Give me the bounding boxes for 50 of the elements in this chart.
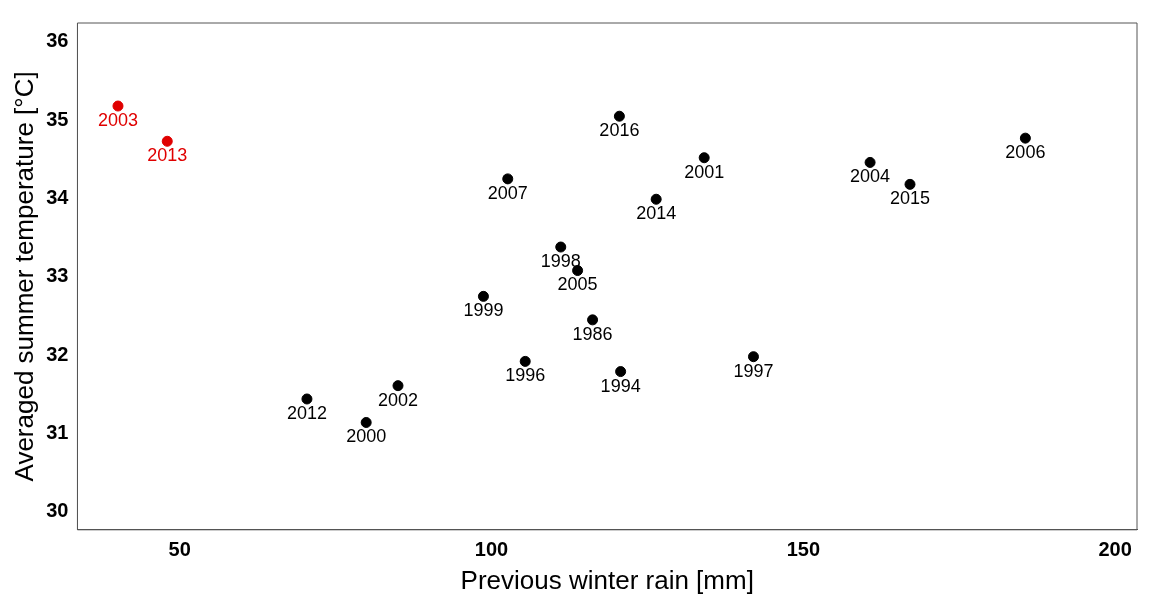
point: [1019, 132, 1031, 144]
point: [392, 380, 404, 392]
point: [904, 178, 916, 190]
annotation: 1986: [572, 323, 613, 344]
y-tick-label: 30: [46, 499, 69, 522]
annotation: 2006: [1005, 142, 1046, 163]
point: [477, 290, 489, 302]
point: [613, 110, 625, 122]
point: [587, 314, 599, 326]
annotation: 1996: [505, 365, 546, 386]
annotation: 2013: [147, 145, 188, 166]
annotation: 2001: [684, 161, 725, 182]
x-tick-label: 50: [168, 538, 191, 561]
x-tick-label: 200: [1098, 538, 1132, 561]
y-tick-label: 34: [46, 185, 70, 208]
annotation: 1999: [463, 300, 504, 321]
point: [161, 135, 173, 147]
point: [555, 241, 567, 253]
annotation: 1998: [540, 250, 581, 271]
point: [112, 100, 124, 112]
point: [698, 152, 710, 164]
annotation: 2005: [557, 274, 598, 295]
annotation: 2000: [346, 426, 387, 447]
y-tick-label: 35: [46, 107, 69, 130]
annotation: 2004: [850, 166, 891, 187]
annotation: 1994: [600, 375, 641, 396]
annotation: 2015: [889, 188, 931, 209]
annotation: 1997: [733, 360, 774, 381]
y-tick-label: 36: [46, 29, 69, 52]
y-axis-title: Averaged summer temperature [°C]: [8, 71, 39, 482]
annotation: 2002: [377, 389, 419, 410]
annotation: 2014: [636, 203, 677, 224]
annotation: 2016: [599, 120, 640, 141]
point: [615, 366, 627, 378]
point: [864, 156, 876, 168]
y-tick-label: 31: [46, 420, 69, 443]
point: [519, 355, 531, 367]
annotation: 2007: [487, 182, 528, 203]
y-tick-label: 33: [46, 264, 69, 287]
point: [650, 193, 662, 205]
point: [360, 416, 372, 428]
y-tick-label: 32: [46, 342, 69, 365]
annotation: 2003: [97, 110, 139, 130]
point: [502, 173, 514, 185]
point: [301, 393, 313, 405]
x-tick-label: 150: [786, 538, 821, 561]
x-axis-title: Previous winter rain [mm]: [460, 564, 754, 595]
x-tick-label: 100: [474, 538, 509, 561]
point: [747, 351, 759, 363]
annotation: 2012: [286, 402, 327, 423]
